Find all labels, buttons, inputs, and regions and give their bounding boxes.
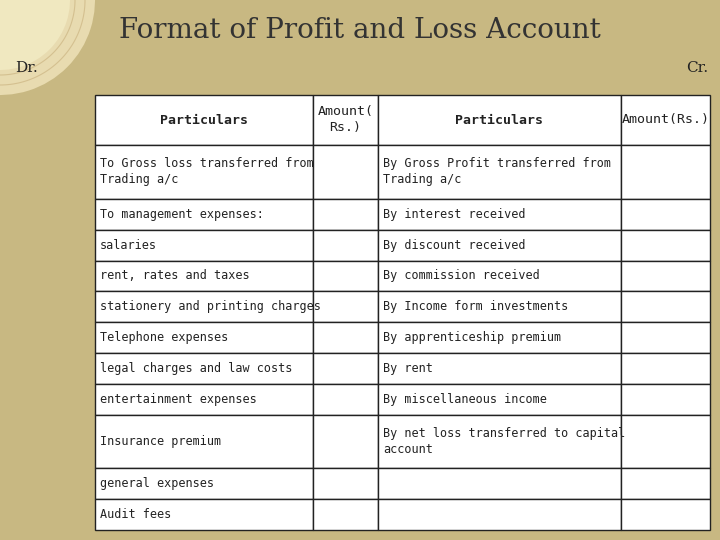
Bar [95,384,313,415]
Bar [313,353,378,384]
Text: Dr.: Dr. [15,61,37,75]
Bar [313,468,378,499]
Bar [378,230,621,260]
Text: Telephone expenses: Telephone expenses [100,331,228,344]
Bar [621,499,710,530]
Bar [378,384,621,415]
Bar [95,95,313,145]
Text: stationery and printing charges: stationery and printing charges [100,300,321,313]
Bar [621,353,710,384]
Bar [95,260,313,291]
Bar [95,415,313,468]
Bar [313,95,378,145]
Text: By commission received: By commission received [383,269,540,282]
Text: By miscellaneous income: By miscellaneous income [383,393,546,406]
Bar [313,199,378,230]
Bar [378,291,621,322]
Text: Audit fees: Audit fees [100,508,171,521]
Text: legal charges and law costs: legal charges and law costs [100,362,292,375]
Bar [95,199,313,230]
Wedge shape [0,0,70,70]
Bar [621,384,710,415]
Text: Insurance premium: Insurance premium [100,435,221,448]
Bar [313,499,378,530]
Bar [621,95,710,145]
Bar [378,145,621,199]
Wedge shape [0,0,95,95]
Bar [95,291,313,322]
Bar [313,291,378,322]
Bar [313,230,378,260]
Bar [378,415,621,468]
Bar [313,145,378,199]
Bar [95,468,313,499]
Text: By discount received: By discount received [383,239,526,252]
Text: By net loss transferred to capital
account: By net loss transferred to capital accou… [383,427,625,456]
Bar [378,353,621,384]
Bar [621,322,710,353]
Bar [378,260,621,291]
Text: To management expenses:: To management expenses: [100,208,264,221]
Bar [95,353,313,384]
Bar [621,145,710,199]
Text: By Income form investments: By Income form investments [383,300,568,313]
Bar [313,322,378,353]
Bar [313,384,378,415]
Text: Amount(Rs.): Amount(Rs.) [621,113,709,126]
Bar [621,260,710,291]
Bar [621,230,710,260]
Text: By interest received: By interest received [383,208,526,221]
Bar [378,199,621,230]
Text: Particulars: Particulars [160,113,248,126]
Bar [621,291,710,322]
Text: By Gross Profit transferred from
Trading a/c: By Gross Profit transferred from Trading… [383,158,611,186]
Bar [95,499,313,530]
Text: By rent: By rent [383,362,433,375]
Text: Format of Profit and Loss Account: Format of Profit and Loss Account [119,17,601,44]
Text: rent, rates and taxes: rent, rates and taxes [100,269,250,282]
Bar [378,95,621,145]
Bar [95,230,313,260]
Text: Cr.: Cr. [686,61,708,75]
Bar [621,468,710,499]
Bar [313,415,378,468]
Bar [95,322,313,353]
Bar [313,260,378,291]
Bar [378,322,621,353]
Text: general expenses: general expenses [100,477,214,490]
Bar [621,199,710,230]
Bar [378,468,621,499]
Bar [378,499,621,530]
Text: By apprenticeship premium: By apprenticeship premium [383,331,561,344]
Text: To Gross loss transferred from
Trading a/c: To Gross loss transferred from Trading a… [100,158,314,186]
Text: salaries: salaries [100,239,157,252]
Bar [621,415,710,468]
Text: entertainment expenses: entertainment expenses [100,393,257,406]
Bar [95,145,313,199]
Text: Particulars: Particulars [455,113,544,126]
Text: Amount(
Rs.): Amount( Rs.) [318,105,374,134]
